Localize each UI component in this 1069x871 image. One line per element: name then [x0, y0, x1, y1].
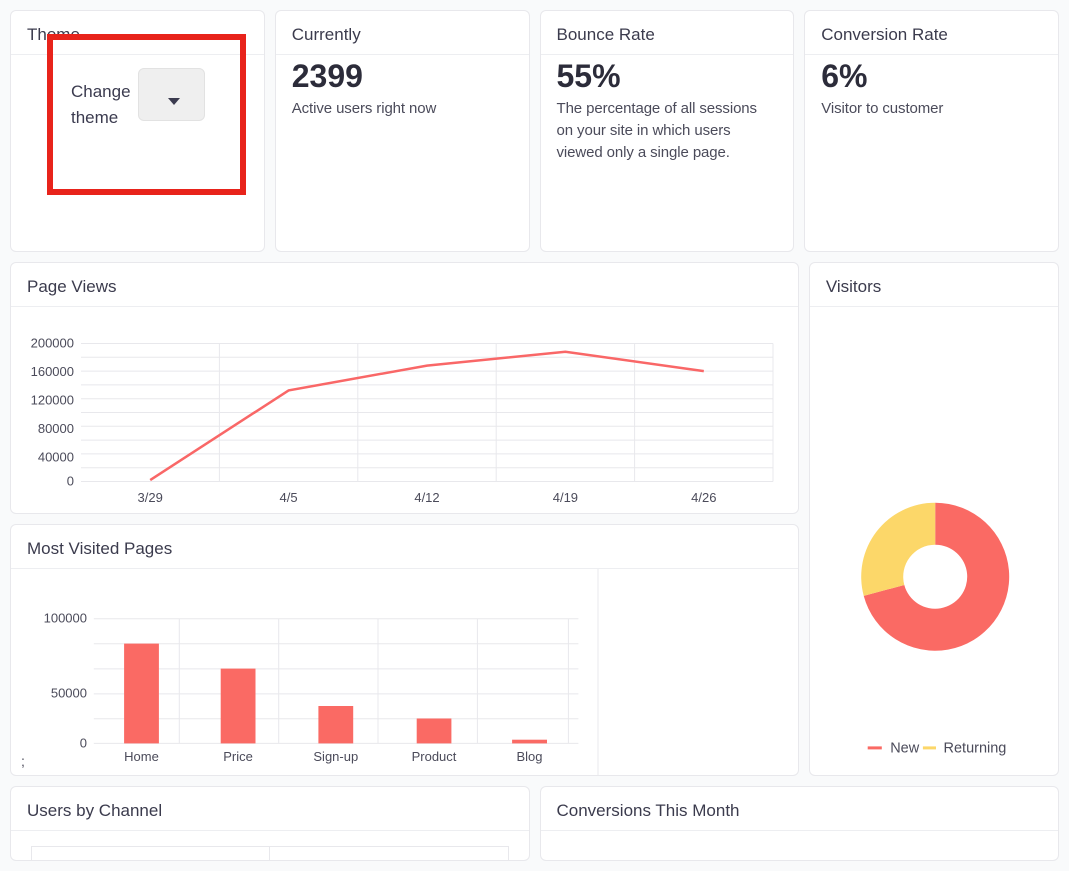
svg-text:Price: Price	[223, 749, 253, 764]
svg-text:Product: Product	[412, 749, 457, 764]
svg-text:0: 0	[80, 736, 87, 751]
svg-text:120000: 120000	[31, 393, 74, 408]
svg-text:40000: 40000	[38, 450, 74, 465]
svg-text:80000: 80000	[38, 421, 74, 436]
svg-text:160000: 160000	[31, 364, 74, 379]
svg-text:3/29: 3/29	[138, 490, 163, 505]
svg-text:New: New	[890, 741, 920, 757]
svg-text:200000: 200000	[31, 336, 74, 351]
svg-text:4/5: 4/5	[280, 490, 298, 505]
svg-text:100000: 100000	[44, 611, 87, 626]
svg-text:Sign-up: Sign-up	[313, 749, 358, 764]
svg-text:4/19: 4/19	[553, 490, 578, 505]
svg-text:50000: 50000	[51, 686, 87, 701]
svg-text:Home: Home	[124, 749, 159, 764]
svg-text:4/12: 4/12	[414, 490, 439, 505]
svg-text:0: 0	[67, 474, 74, 489]
svg-text:Returning: Returning	[943, 741, 1006, 757]
svg-text:4/26: 4/26	[691, 490, 716, 505]
svg-text:Blog: Blog	[516, 749, 542, 764]
